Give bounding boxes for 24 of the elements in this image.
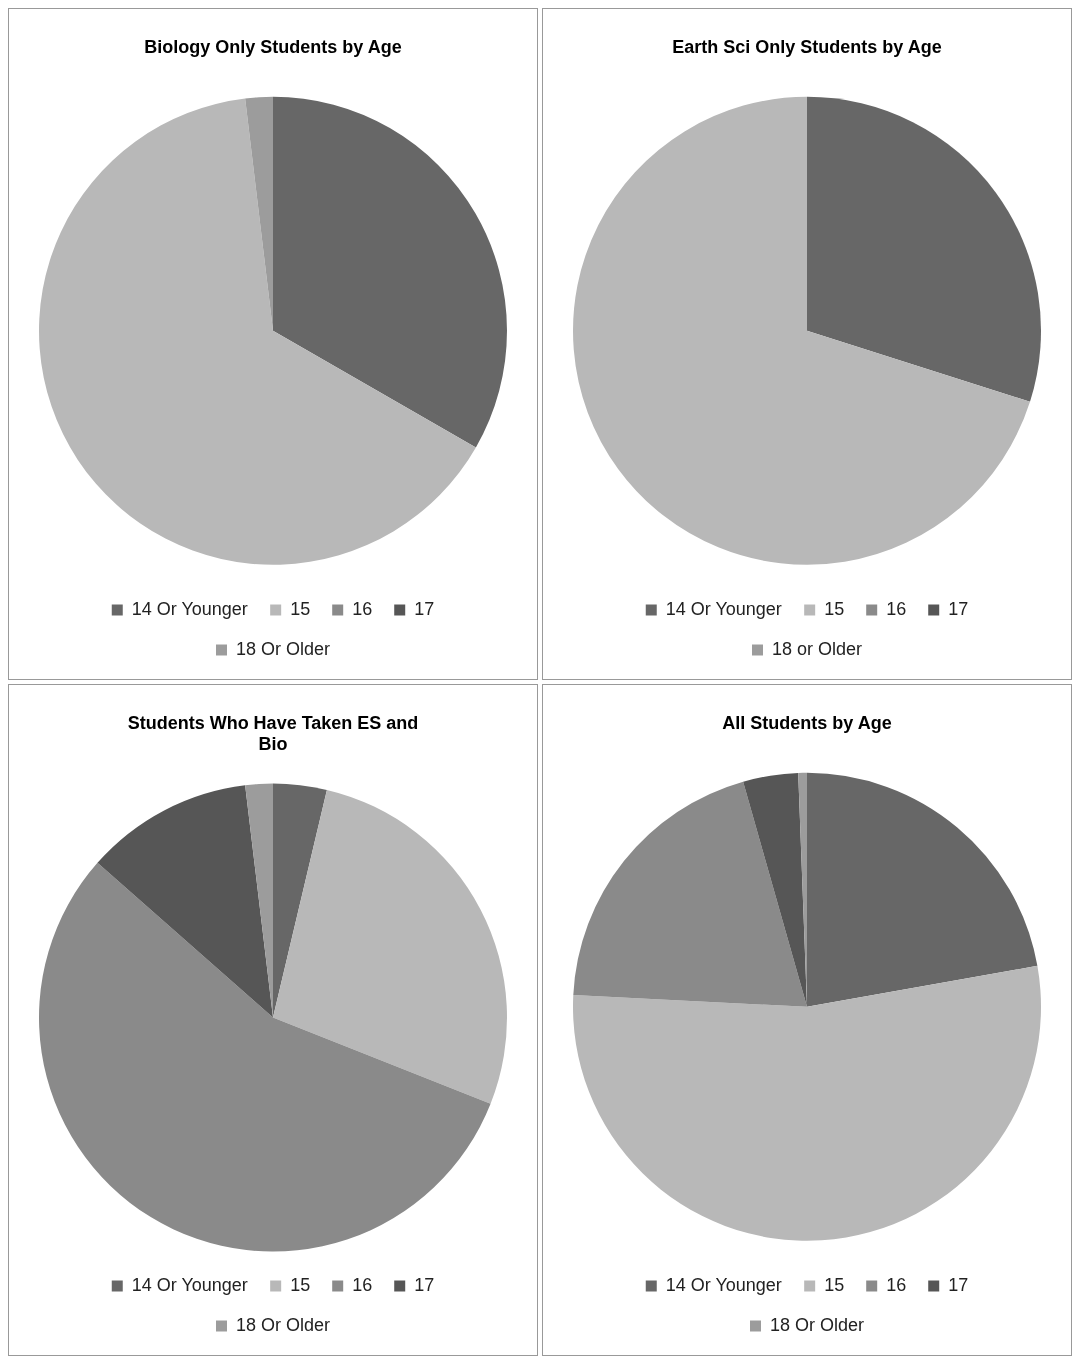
legend-label: 17: [948, 598, 969, 619]
legend-label: 15: [290, 1274, 311, 1295]
legend-label: 15: [290, 598, 311, 619]
legend-label: 14 Or Younger: [665, 598, 782, 619]
legend-label: 18 Or Older: [235, 638, 331, 659]
legend-label: 14 Or Younger: [665, 1274, 782, 1295]
legend-label: 15: [824, 1274, 845, 1295]
legend-label: 17: [948, 1274, 969, 1295]
legend-label: 16: [886, 598, 907, 619]
legend-label: 16: [352, 1274, 373, 1295]
legend-label: 18 Or Older: [235, 1314, 331, 1335]
legend-label: 14 Or Younger: [131, 598, 248, 619]
legend-label: 15: [824, 598, 845, 619]
legend-label: 18 Or Older: [769, 1314, 865, 1335]
legend-label: 17: [414, 1274, 435, 1295]
legend-label: 14 Or Younger: [131, 1274, 248, 1295]
chart-title: Students Who Have Taken ES and Bio: [127, 712, 419, 755]
legend-label: 16: [352, 598, 373, 619]
legend-label: 16: [886, 1274, 907, 1295]
chart-title: All Students by Age: [722, 712, 892, 733]
chart-title: Earth Sci Only Students by Age: [672, 36, 942, 57]
chart-title: Biology Only Students by Age: [144, 36, 402, 57]
legend-label: 17: [414, 598, 435, 619]
legend-label: 18 or Older: [771, 638, 863, 659]
